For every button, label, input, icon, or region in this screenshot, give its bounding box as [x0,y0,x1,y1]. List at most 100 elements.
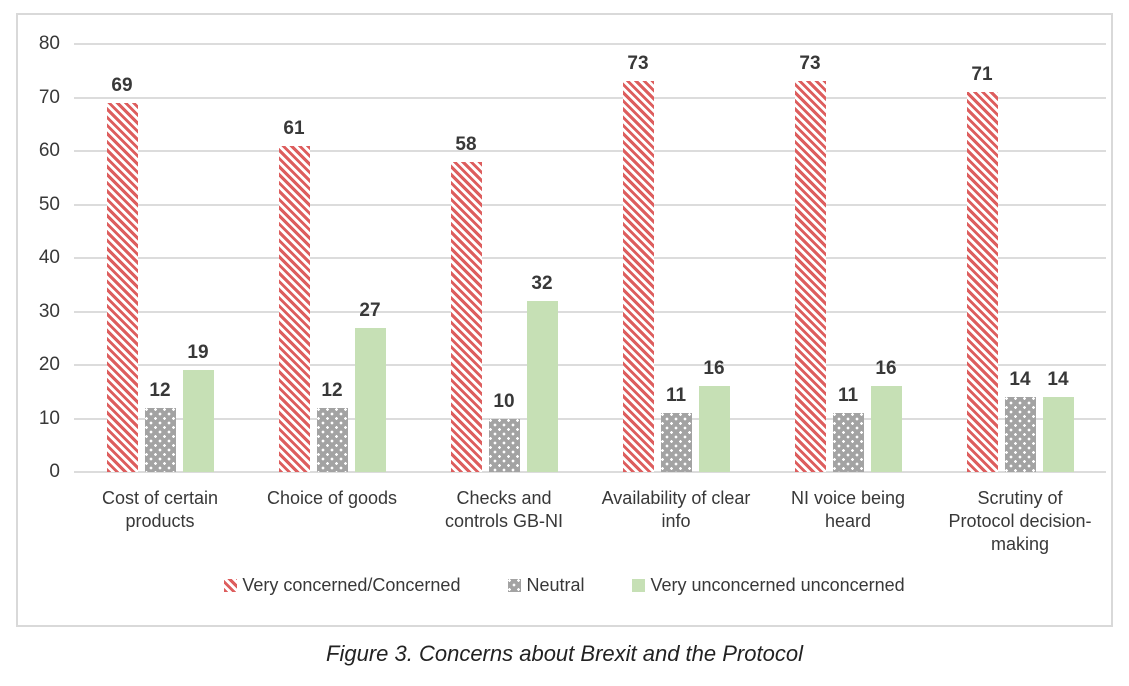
bar [182,370,214,472]
bar-column: 14 [1042,369,1074,472]
legend-label: Very concerned/Concerned [242,575,461,595]
bar-column: 16 [870,358,902,472]
bar-value-label: 32 [531,272,553,294]
bar-value-label: 10 [493,390,515,412]
bar-column: 14 [1004,369,1036,472]
legend-item: Neutral [508,575,584,596]
figure-caption: Figure 3. Concerns about Brexit and the … [326,641,803,666]
category-label: Cost of certain products [101,488,219,532]
bar-value-label: 73 [627,53,649,75]
bar-value-label: 16 [875,358,897,380]
bar [316,407,348,472]
bar-column: 19 [182,342,214,472]
bar [698,386,730,472]
grid-line [74,364,1106,366]
bar-column: 16 [698,358,730,472]
plot-area: 69 12 19 61 12 27 58 10 32 73 11 16 73 11 16 71 14 14 [74,44,1106,472]
category-label: Choice of goods [266,488,398,508]
bar [966,92,998,472]
bar-group: 61 12 27 [246,44,418,472]
bar [106,102,138,472]
category-label: Scrutiny of Protocol decision-making [948,488,1092,555]
grid-line [74,43,1106,45]
bar [1042,397,1074,472]
chart-area: 0 10 20 30 40 50 60 70 80 69 12 19 61 12 27 58 10 32 73 11… [16,13,1113,627]
bar-column: 61 [278,117,310,472]
bar [794,81,826,472]
bar [278,145,310,472]
y-tick-label: 60 [38,140,60,161]
legend-item: Very concerned/Concerned [224,575,460,596]
bar-value-label: 69 [111,74,133,96]
bar [354,327,386,472]
y-tick-label: 0 [49,461,60,482]
y-tick-label: 80 [38,33,60,54]
legend-label: Very unconcerned unconcerned [650,575,905,595]
category-label: Checks and controls GB-NI [444,488,564,532]
bar-column: 10 [488,390,520,472]
bar-group: 69 12 19 [74,44,246,472]
bar-value-label: 58 [455,133,477,155]
bar-column: 69 [106,74,138,472]
bar-column: 12 [144,379,176,472]
bar-value-label: 12 [149,379,171,401]
bar-value-label: 12 [321,379,343,401]
bar [526,300,558,472]
bar-group: 71 14 14 [934,44,1106,472]
grid-line [74,471,1106,473]
bar-value-label: 14 [1009,369,1031,391]
bar-value-label: 14 [1047,369,1069,391]
bar-column: 11 [832,385,864,472]
bar-column: 58 [450,133,482,472]
category-label: Availability of clear info [601,488,751,532]
legend-swatch [632,579,646,592]
bar [1004,397,1036,472]
y-tick-label: 70 [38,86,60,108]
category-label: NI voice being heard [790,488,906,532]
grid-line [74,150,1106,152]
grid-line [74,417,1106,420]
grid-line [74,257,1106,259]
bar [660,413,692,472]
legend-swatch [224,579,238,592]
bar-value-label: 11 [837,385,859,407]
y-tick-label: 20 [38,354,60,375]
legend-swatch [508,579,522,592]
y-tick-label: 40 [38,247,60,268]
grid-line [74,96,1106,99]
bar [488,418,520,472]
bar-value-label: 61 [283,117,305,139]
bar-column: 73 [794,53,826,472]
bar [450,161,482,472]
x-axis-labels: Cost of certain products Choice of goods C… [74,487,1106,556]
bar-value-label: 27 [359,299,381,321]
bar-value-label: 71 [971,64,993,86]
bar [144,407,176,472]
bar-value-label: 73 [799,53,821,75]
y-axis: 0 10 20 30 40 50 60 70 80 [18,33,60,482]
bar-column: 71 [966,64,998,472]
gridlines [74,43,1106,473]
bar-column: 73 [622,53,654,472]
bar-group: 73 11 16 [762,44,934,472]
bar-value-label: 16 [703,358,725,380]
y-tick-label: 30 [38,300,60,322]
bar-value-label: 19 [187,342,209,364]
legend-item: Very unconcerned unconcerned [632,575,905,596]
grid-line [74,310,1106,313]
bar-value-label: 11 [665,385,687,407]
bar-column: 11 [660,385,692,472]
bar-column: 32 [526,272,558,472]
bar [622,81,654,472]
bar [832,413,864,472]
grid-line [74,203,1106,206]
bar [870,386,902,472]
legend-label: Neutral [526,575,585,595]
y-tick-label: 10 [38,407,60,429]
legend: Very concerned/Concerned Neutral Very unco… [18,575,1111,596]
bar-column: 12 [316,379,348,472]
bar-column: 27 [354,299,386,472]
bar-group: 58 10 32 [418,44,590,472]
bar-group: 73 11 16 [590,44,762,472]
